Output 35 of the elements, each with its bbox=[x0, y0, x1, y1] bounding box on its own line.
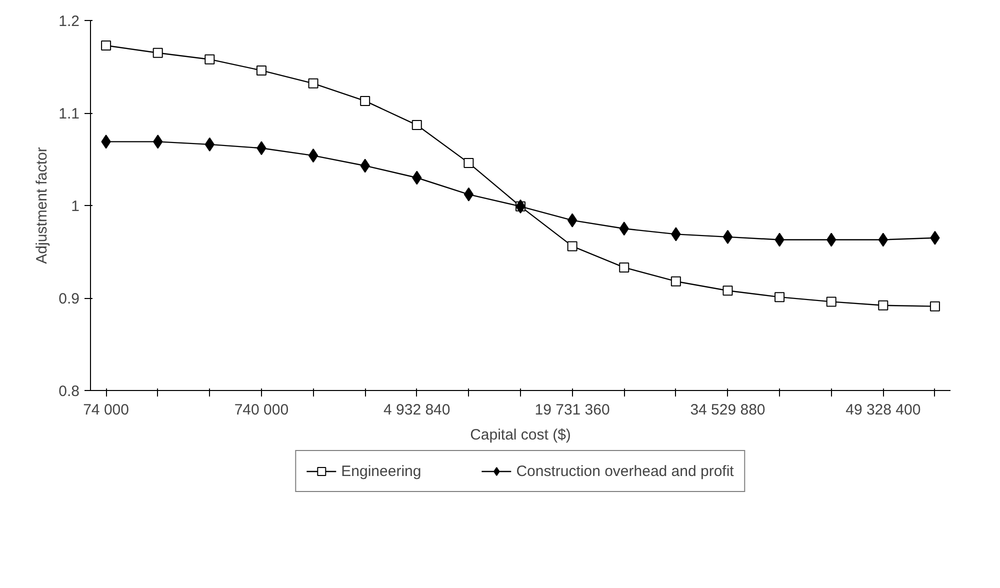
y-tick-label: 0.9 bbox=[58, 290, 80, 308]
point bbox=[722, 286, 733, 296]
point bbox=[464, 187, 474, 202]
point bbox=[152, 48, 163, 58]
point bbox=[567, 241, 578, 252]
x-tick-label: 740 000 bbox=[234, 402, 289, 418]
point bbox=[670, 276, 681, 286]
point bbox=[308, 148, 318, 163]
legend-label: Engineering bbox=[341, 462, 422, 480]
x-tick-label: 74 000 bbox=[83, 402, 129, 418]
point bbox=[256, 65, 266, 76]
point bbox=[930, 301, 940, 312]
point bbox=[567, 213, 578, 228]
y-axis-title: Adjustment factor bbox=[34, 147, 51, 264]
point bbox=[464, 158, 474, 168]
point bbox=[774, 292, 785, 302]
point bbox=[722, 230, 733, 244]
point bbox=[308, 78, 318, 88]
x-tick-label: 4 932 840 bbox=[384, 402, 450, 418]
y-tick-label: 1.1 bbox=[58, 106, 80, 122]
point bbox=[826, 296, 836, 307]
y-tick-label: 0.8 bbox=[58, 383, 80, 400]
x-tick-label: 34 529 880 bbox=[690, 402, 766, 418]
point bbox=[619, 262, 630, 272]
y-tick-label: 1.2 bbox=[58, 13, 80, 30]
point bbox=[412, 120, 422, 130]
x-tick-label: 19 731 360 bbox=[534, 402, 610, 418]
point bbox=[878, 300, 888, 310]
point bbox=[360, 96, 370, 106]
x-axis-title: Capital cost ($) bbox=[470, 426, 571, 444]
point bbox=[101, 40, 112, 50]
x-tick-label: 49 328 400 bbox=[846, 402, 921, 418]
legend-label: Construction overhead and profit bbox=[516, 462, 734, 480]
point bbox=[204, 54, 215, 64]
y-tick-label: 1 bbox=[71, 198, 80, 215]
